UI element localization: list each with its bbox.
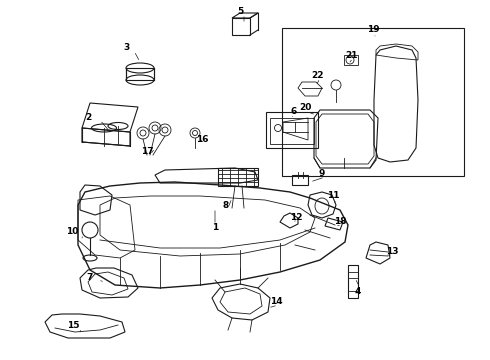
Text: 22: 22 — [311, 71, 323, 80]
Text: 3: 3 — [123, 44, 129, 53]
Text: 9: 9 — [319, 170, 325, 179]
Text: 10: 10 — [66, 226, 78, 235]
Text: 12: 12 — [290, 212, 302, 221]
Text: 19: 19 — [367, 26, 379, 35]
Text: 2: 2 — [85, 112, 91, 122]
Text: 14: 14 — [270, 297, 282, 306]
Text: 4: 4 — [355, 287, 361, 296]
Text: 20: 20 — [299, 104, 311, 112]
Text: 5: 5 — [237, 6, 243, 15]
Text: 17: 17 — [141, 148, 153, 157]
Text: 13: 13 — [386, 248, 398, 256]
Text: 15: 15 — [67, 320, 79, 329]
Text: 7: 7 — [87, 274, 93, 283]
Text: 21: 21 — [345, 50, 357, 59]
Text: 1: 1 — [212, 224, 218, 233]
Text: 16: 16 — [196, 135, 208, 144]
Text: 6: 6 — [291, 108, 297, 117]
Text: 8: 8 — [223, 201, 229, 210]
Bar — [282, 28, 464, 176]
Text: 18: 18 — [334, 217, 346, 226]
Text: 11: 11 — [327, 192, 339, 201]
